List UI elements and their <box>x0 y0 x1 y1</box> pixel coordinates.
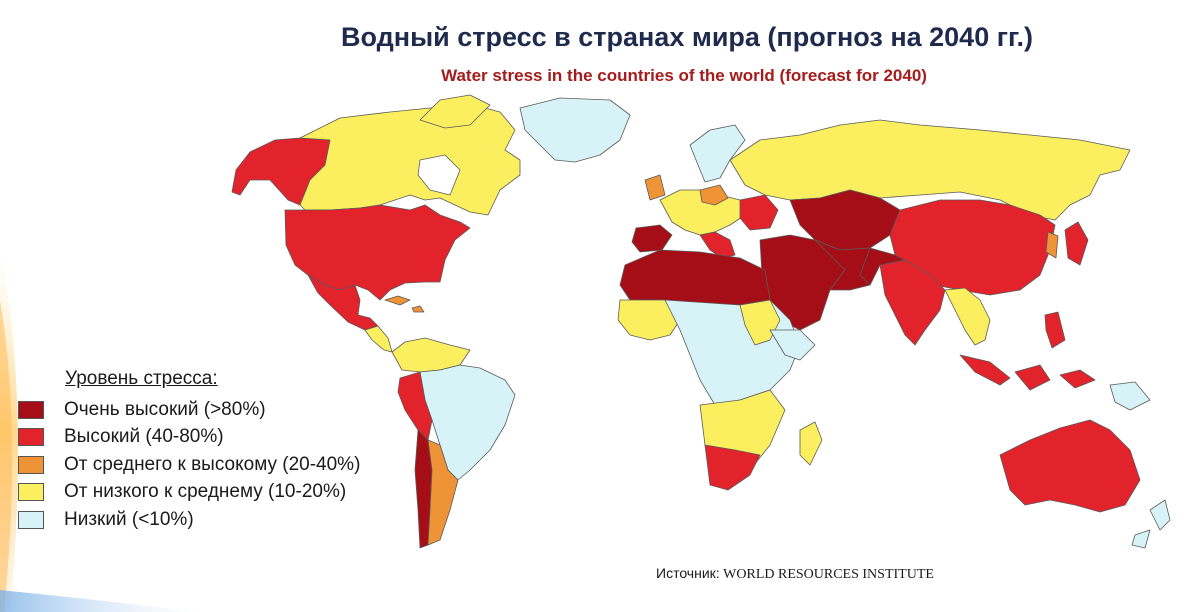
legend-swatch <box>18 455 44 474</box>
region-central-america <box>364 325 393 353</box>
source-credit: Источник: WORLD RESOURCES INSTITUTE <box>656 565 934 583</box>
legend-label: Очень высокий (>80%) <box>64 398 266 420</box>
region-papua <box>1109 381 1151 411</box>
map-title: Водный стресс в странах мира (прогноз на… <box>340 22 1033 52</box>
legend-swatch <box>18 400 44 419</box>
region-australia <box>999 419 1141 513</box>
region-south-africa <box>704 444 761 491</box>
legend-label: От среднего к высокому (20-40%) <box>64 453 361 475</box>
legend-label: Высокий (40-80%) <box>64 426 224 448</box>
region-scandinavia <box>689 124 746 183</box>
region-north-africa <box>619 249 771 306</box>
region-usa <box>284 204 471 301</box>
region-horn-africa <box>769 329 816 361</box>
legend-label: Низкий (<10%) <box>64 508 194 530</box>
region-canada-islands <box>419 94 491 129</box>
region-mexico <box>307 274 379 331</box>
legend-item-medium-high: От среднего к высокому (20-40%) <box>18 451 360 479</box>
region-korea <box>1045 231 1059 259</box>
region-caribbean <box>384 295 425 313</box>
region-se-asia <box>944 287 991 346</box>
region-hudson-bay <box>417 154 461 196</box>
region-india <box>879 259 946 346</box>
decorative-swoosh <box>0 250 200 612</box>
region-eastern-europe <box>739 194 779 231</box>
legend-item-low-medium: От низкого к среднему (10-20%) <box>18 479 360 507</box>
legend-swatch <box>18 428 44 447</box>
legend-swatch <box>18 510 44 529</box>
region-philippines <box>1044 311 1066 349</box>
region-japan <box>1064 221 1089 266</box>
legend-swatch <box>18 483 44 502</box>
region-spain <box>631 224 673 253</box>
source-value: WORLD RESOURCES INSTITUTE <box>723 567 934 582</box>
region-argentina <box>427 439 459 546</box>
region-madagascar <box>799 421 823 466</box>
region-italy-balkans <box>699 231 736 259</box>
legend-item-high: Высокий (40-80%) <box>18 424 360 452</box>
source-label: Источник: <box>656 565 720 581</box>
legend: Уровень стресса: Очень высокий (>80%) Вы… <box>18 368 360 534</box>
region-new-zealand <box>1131 499 1171 549</box>
region-pakistan <box>859 247 906 286</box>
region-east-africa <box>739 299 781 346</box>
legend-title: Уровень стресса: <box>65 368 218 389</box>
map-subtitle: Water stress in the countries of the wor… <box>441 66 927 85</box>
region-greenland <box>519 97 631 163</box>
region-uk <box>644 174 666 201</box>
legend-item-low: Низкий (<10%) <box>18 506 360 534</box>
region-germany <box>699 184 729 206</box>
region-central-africa <box>664 299 801 406</box>
region-canada <box>299 103 521 216</box>
region-brazil <box>419 364 516 481</box>
region-europe-west <box>659 189 746 236</box>
region-colombia-venezuela <box>391 337 471 373</box>
region-indonesia <box>959 354 1096 391</box>
legend-label: От низкого к среднему (10-20%) <box>64 481 347 503</box>
legend-item-very-high: Очень высокий (>80%) <box>18 396 360 424</box>
